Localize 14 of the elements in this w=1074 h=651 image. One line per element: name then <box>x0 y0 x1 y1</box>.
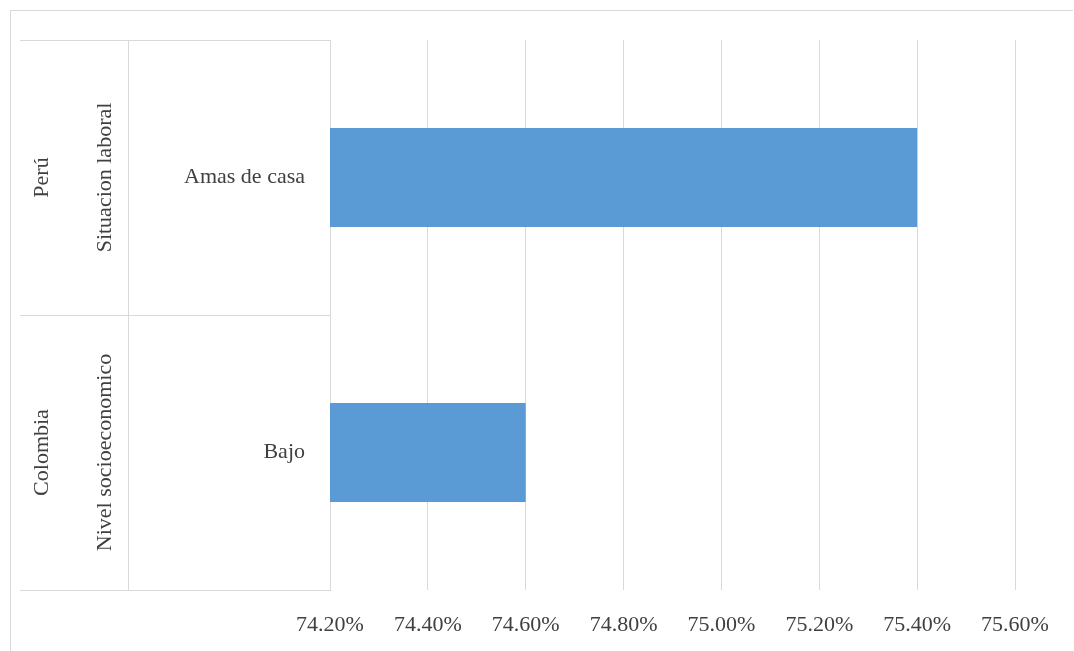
x-tick-label: 75.00% <box>687 610 756 636</box>
x-tick-label: 74.80% <box>589 610 658 636</box>
text: Perú <box>27 157 53 198</box>
text: Colombia <box>27 408 53 496</box>
x-tick-label: 75.20% <box>785 610 854 636</box>
x-tick-label: 75.40% <box>883 610 952 636</box>
text: Nivel socioeconomico <box>90 353 116 552</box>
y-tick-label: Amas de casa <box>184 163 306 189</box>
x-tick-label: 74.20% <box>296 610 364 636</box>
text: Situacion laboral <box>90 102 116 253</box>
x-tick-label: 74.60% <box>491 610 560 636</box>
y-tick-label: Bajo <box>263 438 305 464</box>
x-tick-label: 74.40% <box>393 610 462 636</box>
x-tick-label: 75.60% <box>981 610 1049 636</box>
